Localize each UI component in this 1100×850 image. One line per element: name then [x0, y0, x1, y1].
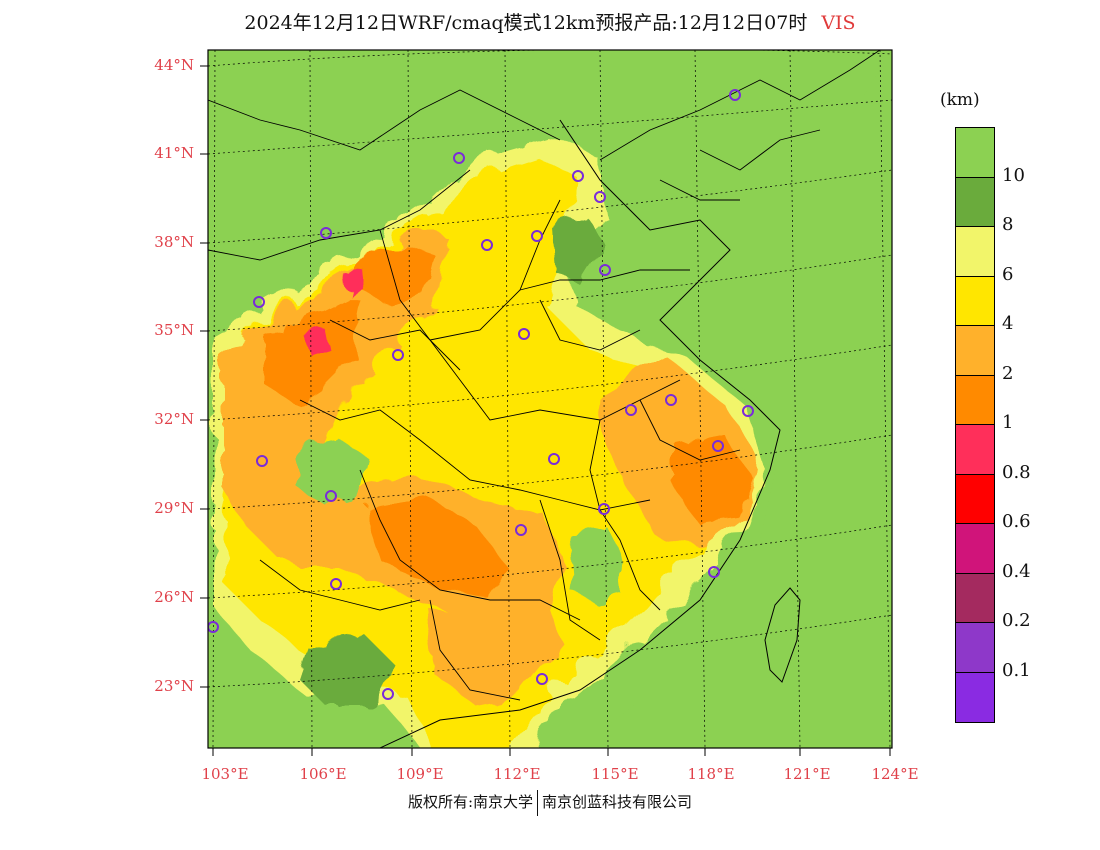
lon-label-106: 106°E	[299, 765, 347, 783]
graticule	[208, 50, 892, 748]
lon-label-124: 124°E	[871, 765, 919, 783]
map-frame	[207, 49, 893, 749]
vis-1-2-east	[670, 430, 745, 515]
colorbar-swatch	[956, 128, 994, 178]
lon-label-115: 115°E	[591, 765, 639, 783]
colorbar-label: 2	[1002, 362, 1014, 384]
footer-separator	[537, 790, 539, 816]
lat-label-35: 35°N	[154, 321, 194, 339]
vis-1-2-north	[350, 240, 430, 300]
colorbar-label: 6	[1002, 263, 1014, 285]
copyright-footer: 版权所有:南京大学 南京创蓝科技有限公司	[0, 790, 1100, 816]
lat-label-26: 26°N	[154, 588, 194, 606]
copyright-left: 版权所有:南京大学	[407, 793, 534, 811]
lat-label-41: 41°N	[154, 144, 194, 162]
axis-ticks	[200, 65, 891, 756]
colorbar-swatch	[956, 474, 994, 524]
lat-label-32: 32°N	[154, 410, 194, 428]
colorbar-swatch	[956, 623, 994, 673]
vis-1-2-central	[360, 490, 500, 590]
vis-green-hebei	[545, 210, 600, 280]
lon-label-121: 121°E	[783, 765, 831, 783]
city-markers	[208, 89, 754, 700]
colorbar-swatch	[956, 177, 994, 227]
map-title: 2024年12月12日WRF/cmaq模式12km预报产品:12月12日07时 V…	[0, 8, 1100, 35]
lon-label-112: 112°E	[493, 765, 541, 783]
colorbar-label: 4	[1002, 313, 1014, 334]
vis-green-sichuan	[290, 430, 360, 500]
province-borders	[208, 50, 881, 701]
title-text: 2024年12月12日WRF/cmaq模式12km预报产品:12月12日07时	[244, 12, 808, 34]
vis-green-guangxi	[290, 630, 390, 700]
copyright-right: 南京创蓝科技有限公司	[542, 793, 693, 811]
lat-label-23: 23°N	[154, 677, 194, 695]
colorbar-unit: (km)	[940, 90, 980, 110]
sea-area	[580, 50, 892, 748]
colorbar-label: 10	[1002, 164, 1025, 186]
vis-2-4-south	[420, 600, 560, 700]
colorbar-label: 0.8	[1002, 461, 1031, 483]
colorbar-label: 0.4	[1002, 560, 1031, 582]
colorbar-swatch	[956, 326, 994, 376]
coastline	[379, 119, 781, 748]
colorbar-swatch	[956, 524, 994, 574]
colorbar	[955, 127, 995, 723]
colorbar-label: 0.1	[1002, 659, 1031, 681]
vis-0.8-1-spot2	[342, 262, 358, 290]
lon-label-118: 118°E	[687, 765, 735, 783]
taiwan-outline	[764, 587, 801, 683]
lat-label-38: 38°N	[154, 233, 194, 251]
colorbar-label: 0.6	[1002, 511, 1031, 532]
colorbar-swatch	[956, 425, 994, 475]
colorbar-swatch	[956, 227, 994, 277]
colorbar-label: 1	[1002, 412, 1014, 433]
lat-label-29: 29°N	[154, 499, 194, 517]
variable-label: VIS	[821, 12, 856, 34]
colorbar-swatch	[956, 375, 994, 425]
colorbar-swatch	[956, 276, 994, 326]
colorbar-label: 0.2	[1002, 610, 1031, 631]
colorbar-swatch	[956, 573, 994, 623]
lon-label-103: 103°E	[201, 765, 249, 783]
vis-0.8-1-spot	[298, 322, 322, 348]
lon-label-109: 109°E	[396, 765, 444, 783]
colorbar-swatch	[956, 672, 994, 722]
lat-label-44: 44°N	[154, 56, 194, 74]
colorbar-label: 8	[1002, 214, 1014, 235]
